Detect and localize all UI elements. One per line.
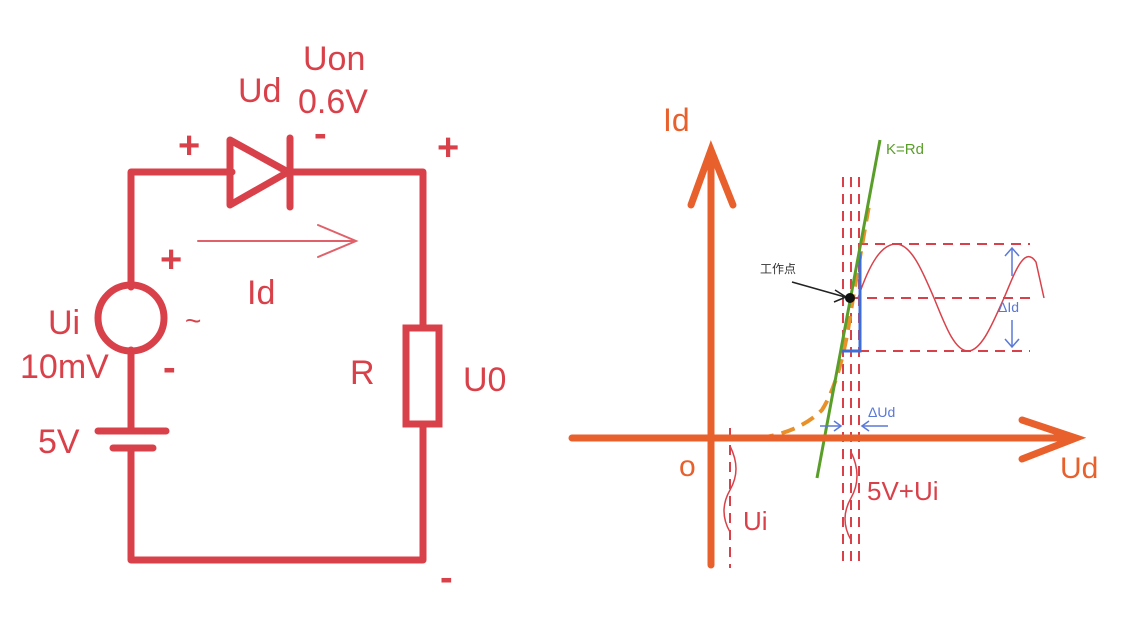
turn-on-value: 0.6V — [298, 83, 368, 121]
tangent-label: K=Rd — [886, 141, 924, 158]
output-minus-sign: - — [440, 557, 453, 599]
wire-top-left — [127, 168, 236, 291]
operating-band-lines — [729, 177, 860, 568]
circuit-wires — [127, 168, 427, 564]
delta-id-label: ΔId — [998, 299, 1019, 315]
resistor-label: R — [350, 354, 375, 392]
delta-ud-label: ΔUd — [868, 404, 895, 420]
x-axis-label: Ud — [1060, 452, 1098, 485]
current-label: Id — [247, 274, 275, 312]
wire-top-right — [286, 168, 427, 332]
source-tilde-symbol: ~ — [185, 305, 201, 336]
diode-triangle — [226, 136, 292, 209]
current-sine-wave — [857, 243, 1045, 352]
diode-minus-sign: - — [314, 113, 327, 155]
current-level-lines — [842, 243, 1030, 352]
y-axis-label: Id — [663, 102, 690, 138]
x-axis-arrowhead — [1018, 416, 1087, 463]
ac-source-symbol — [94, 281, 168, 355]
tangent-line — [815, 139, 882, 479]
output-voltage-label: U0 — [463, 361, 506, 399]
source-name-label: Ui — [48, 304, 80, 342]
source-amplitude-label: 10mV — [20, 348, 109, 386]
iv-graph: Id Ud o K=Rd 工作点 ΔId ΔUd Ui 5V+Ui — [568, 102, 1098, 569]
delta-id-arrows — [1004, 246, 1020, 349]
y-axis-arrowhead — [687, 140, 737, 209]
input-label: Ui — [743, 506, 768, 536]
diode-plus-sign: + — [178, 125, 200, 167]
current-arrow — [197, 224, 359, 258]
delta-ud-arrows — [820, 420, 888, 432]
bias-sine-wave — [844, 451, 858, 541]
source-minus-sign: - — [163, 347, 176, 389]
output-plus-sign: + — [437, 127, 459, 169]
diode-voltage-label: Ud — [238, 72, 281, 110]
diode-iv-curve — [759, 199, 872, 440]
bias-label: 5V+Ui — [867, 476, 939, 506]
operating-point-label: 工作点 — [760, 262, 796, 276]
source-plus-sign: + — [160, 239, 182, 281]
circuit-diagram: Ud Uon 0.6V + - + - + - Ui 10mV ~ Id R U… — [20, 40, 506, 599]
battery-symbol — [94, 427, 170, 452]
origin-label: o — [679, 450, 696, 483]
resistor-symbol — [402, 324, 443, 428]
operating-point — [845, 293, 855, 303]
turn-on-label: Uon — [303, 40, 365, 78]
operating-point-pointer — [791, 281, 848, 303]
delta-triangle — [842, 252, 862, 353]
diode-symbol — [226, 134, 294, 211]
dc-source-label: 5V — [38, 423, 80, 461]
input-sine-wave — [723, 445, 737, 533]
graph-axes — [568, 140, 1087, 569]
wire-right-bottom — [127, 420, 427, 564]
